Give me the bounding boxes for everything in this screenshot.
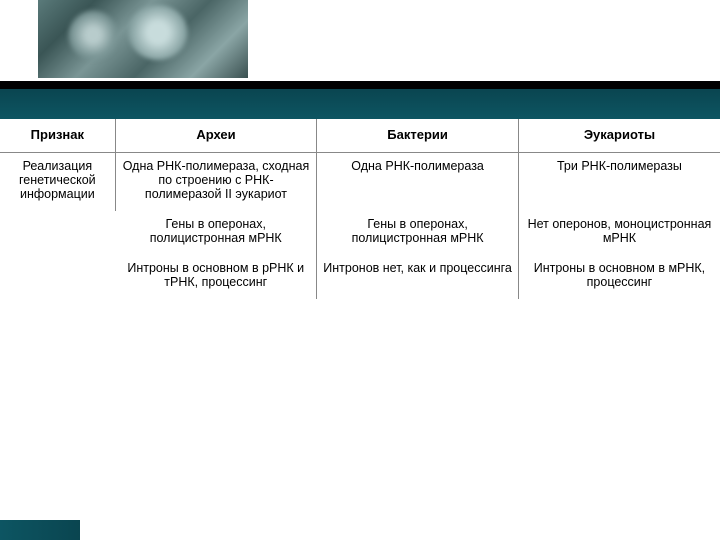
cell-eukaryota: Нет оперонов, моноцистронная мРНК	[518, 211, 720, 255]
cell-eukaryota: Три РНК-полимеразы	[518, 153, 720, 212]
comparison-table-container: Признак Археи Бактерии Эукариоты Реализа…	[0, 119, 720, 299]
row-label: Реализация генетической информации	[0, 153, 115, 300]
header-trait: Признак	[0, 119, 115, 153]
cell-archaea: Гены в оперонах, полицистронная мРНК	[115, 211, 317, 255]
header-archaea: Археи	[115, 119, 317, 153]
table-header-row: Признак Археи Бактерии Эукариоты	[0, 119, 720, 153]
comparison-table: Признак Археи Бактерии Эукариоты Реализа…	[0, 119, 720, 299]
table-row: Реализация генетической информации Одна …	[0, 153, 720, 212]
divider-black	[0, 81, 720, 89]
header-microscopy-image	[38, 0, 248, 78]
header-bacteria: Бактерии	[317, 119, 519, 153]
footer-accent	[0, 520, 80, 540]
cell-bacteria: Интронов нет, как и процессинга	[317, 255, 519, 299]
cell-bacteria: Гены в оперонах, полицистронная мРНК	[317, 211, 519, 255]
cell-bacteria: Одна РНК-полимераза	[317, 153, 519, 212]
divider-teal	[0, 89, 720, 119]
cell-archaea: Одна РНК-полимераза, сходная по строению…	[115, 153, 317, 212]
cell-eukaryota: Интроны в основном в мРНК, процессинг	[518, 255, 720, 299]
cell-archaea: Интроны в основном в рРНК и тРНК, процес…	[115, 255, 317, 299]
header-eukaryota: Эукариоты	[518, 119, 720, 153]
